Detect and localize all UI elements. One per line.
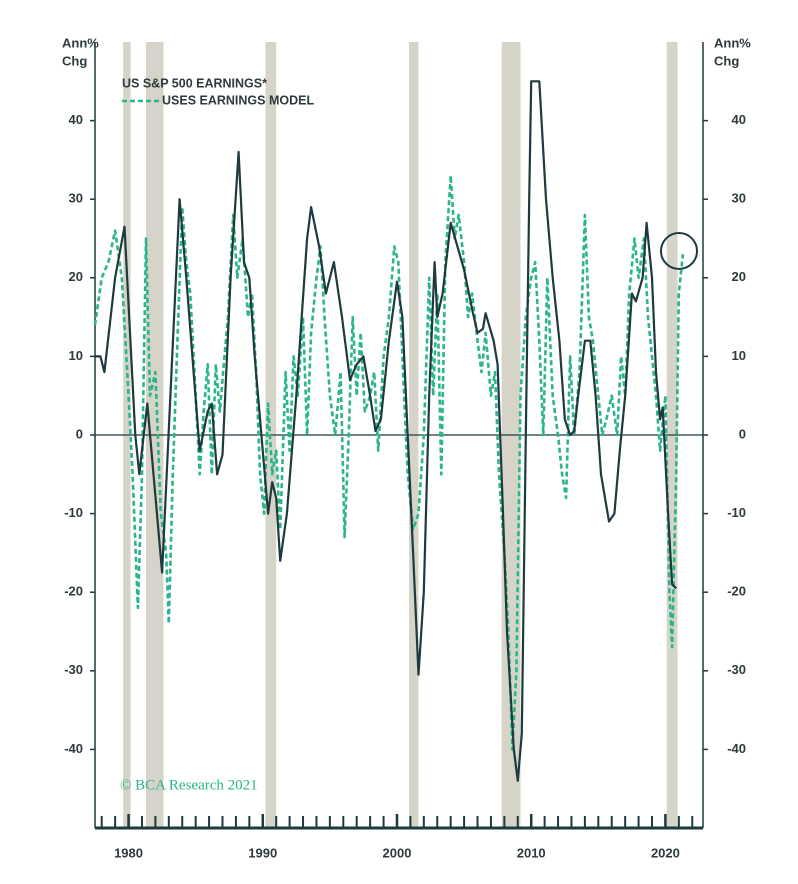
y-tick-label: 40	[69, 112, 83, 127]
copyright: © BCA Research 2021	[120, 777, 258, 793]
y-label: Ann%	[62, 35, 99, 50]
x-tick-label: 2010	[517, 845, 546, 860]
y2-label: Chg	[714, 53, 739, 68]
y2-label: Ann%	[714, 35, 751, 50]
y-tick-label: 20	[69, 269, 83, 284]
highlight-circle	[660, 232, 698, 270]
x-tick-label: 2000	[383, 845, 412, 860]
x-tick-label: 1980	[114, 845, 143, 860]
series-line	[93, 174, 685, 751]
y2-tick-label: -40	[727, 741, 746, 756]
series-line	[95, 80, 677, 782]
y-tick-label: 10	[69, 348, 83, 363]
y-tick-label: 30	[69, 191, 83, 206]
x-tick-label: 2020	[651, 845, 680, 860]
y2-tick-label: -30	[727, 662, 746, 677]
y2-tick-label: -20	[727, 584, 746, 599]
y2-tick-label: 40	[732, 112, 746, 127]
y2-tick-label: 10	[732, 348, 746, 363]
legend-label: US S&P 500 EARNINGS*	[122, 76, 267, 90]
y-label: Chg	[62, 53, 87, 68]
y2-tick-label: -10	[727, 505, 746, 520]
y-tick-label: -40	[64, 741, 83, 756]
x-tick-label: 1990	[248, 845, 277, 860]
legend-label: USES EARNINGS MODEL	[162, 93, 314, 107]
y-tick-label: -10	[64, 505, 83, 520]
y-tick-label: -30	[64, 662, 83, 677]
y2-tick-label: 30	[732, 191, 746, 206]
y-tick-label: -20	[64, 584, 83, 599]
y2-tick-label: 20	[732, 269, 746, 284]
y2-tick-label: 0	[739, 426, 746, 441]
y-tick-label: 0	[76, 426, 83, 441]
